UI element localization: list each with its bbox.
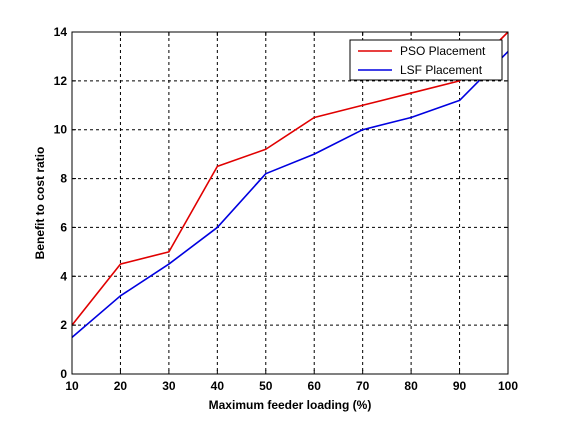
x-tick-label: 20	[114, 379, 128, 393]
gridlines	[72, 32, 508, 374]
y-axis-ticks: 0 2 4 6 8 10 12 14	[54, 25, 508, 381]
x-tick-label: 70	[356, 379, 370, 393]
y-tick-label: 10	[54, 123, 68, 137]
legend-label-0: PSO Placement	[400, 44, 486, 58]
x-tick-label: 60	[308, 379, 322, 393]
y-tick-label: 14	[54, 25, 68, 39]
legend-box	[349, 39, 503, 81]
x-axis-ticks: 10 20 30 40 50 60 70 80 90 100	[65, 32, 518, 393]
y-tick-label: 2	[60, 318, 67, 332]
x-tick-label: 90	[453, 379, 467, 393]
legend: PSO Placement LSF Placement	[349, 39, 503, 81]
legend-label-1: LSF Placement	[400, 63, 483, 77]
y-tick-label: 6	[60, 220, 67, 234]
y-tick-label: 12	[54, 74, 68, 88]
y-axis-label: Benefit to cost ratio	[33, 147, 47, 260]
series-line-0	[71, 31, 509, 326]
x-tick-label: 100	[498, 379, 518, 393]
x-tick-label: 30	[162, 379, 176, 393]
plot-frame	[71, 31, 509, 375]
y-tick-label: 0	[60, 367, 67, 381]
x-tick-label: 50	[259, 379, 273, 393]
y-tick-label: 4	[60, 269, 67, 283]
series-line-1	[71, 50, 509, 338]
series-lines	[71, 31, 509, 338]
x-axis-label: Maximum feeder loading (%)	[209, 398, 372, 412]
x-tick-label: 10	[65, 379, 79, 393]
x-tick-label: 80	[404, 379, 418, 393]
y-tick-label: 8	[60, 172, 67, 186]
x-tick-label: 40	[211, 379, 225, 393]
plot-area	[71, 31, 509, 375]
